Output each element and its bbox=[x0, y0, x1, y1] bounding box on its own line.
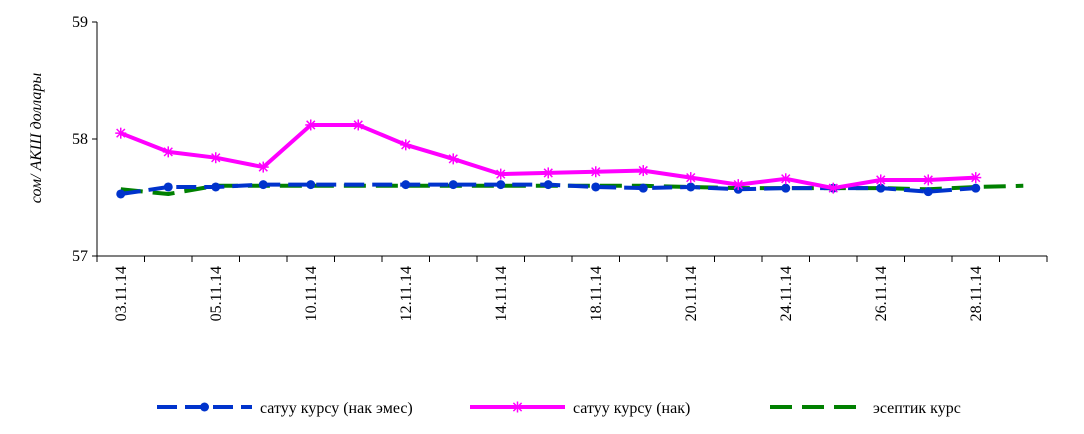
data-point bbox=[543, 180, 553, 190]
data-point bbox=[971, 183, 981, 193]
data-point bbox=[447, 153, 459, 165]
data-point bbox=[495, 168, 507, 180]
data-point bbox=[685, 172, 697, 184]
x-tick-label: 20.11.14 bbox=[683, 266, 700, 321]
data-point bbox=[732, 179, 744, 191]
series-1 bbox=[115, 119, 982, 194]
data-point bbox=[210, 152, 222, 164]
data-point bbox=[637, 165, 649, 177]
data-point bbox=[781, 183, 791, 193]
data-point bbox=[306, 180, 316, 190]
x-tick-label: 18.11.14 bbox=[588, 266, 605, 321]
legend: сатуу курсу (нак эмес) сатуу курсу (нак) э… bbox=[157, 400, 961, 417]
legend-item-1: сатуу курсу (нак) bbox=[470, 400, 690, 417]
axes bbox=[96, 22, 1047, 257]
data-point bbox=[401, 180, 411, 190]
data-point bbox=[115, 127, 127, 139]
data-point bbox=[590, 166, 602, 178]
data-point bbox=[970, 172, 982, 184]
x-tick-label: 24.11.14 bbox=[778, 266, 795, 321]
legend-item-2: эсептик курс bbox=[770, 400, 961, 417]
data-point bbox=[780, 173, 792, 185]
data-point bbox=[448, 180, 458, 190]
x-tick-label: 26.11.14 bbox=[873, 266, 890, 321]
data-point bbox=[352, 119, 364, 131]
x-tick-label: 03.11.14 bbox=[113, 266, 130, 321]
series-line bbox=[120, 182, 976, 196]
legend-marker bbox=[512, 401, 523, 413]
data-point bbox=[686, 182, 696, 192]
x-tick-label: 05.11.14 bbox=[208, 266, 225, 321]
data-point bbox=[400, 139, 412, 151]
legend-marker bbox=[200, 402, 209, 412]
x-tick-label: 14.11.14 bbox=[493, 266, 510, 321]
series-group bbox=[115, 119, 1024, 199]
data-point bbox=[305, 119, 317, 131]
data-point bbox=[827, 182, 839, 194]
y-tick-label: 59 bbox=[72, 14, 88, 31]
data-point bbox=[258, 180, 268, 190]
data-point bbox=[496, 180, 506, 190]
data-point bbox=[638, 183, 648, 193]
x-tick-label: 28.11.14 bbox=[968, 266, 985, 321]
y-ticks: 57 58 59 bbox=[72, 14, 97, 265]
x-tick-label: 10.11.14 bbox=[303, 266, 320, 321]
legend-label: эсептик курс bbox=[873, 400, 961, 417]
legend-item-0: сатуу курсу (нак эмес) bbox=[157, 400, 413, 417]
legend-label: сатуу курсу (нак) bbox=[573, 400, 690, 417]
data-point bbox=[211, 182, 221, 192]
y-tick-label: 58 bbox=[72, 131, 88, 148]
data-point bbox=[923, 187, 933, 197]
series-line bbox=[120, 123, 976, 191]
data-point bbox=[162, 146, 174, 158]
data-point bbox=[876, 183, 886, 193]
x-ticks: 03.11.14 05.11.14 10.11.14 12.11.14 14.11.14… bbox=[96, 256, 1048, 321]
data-point bbox=[542, 167, 554, 179]
data-point bbox=[116, 189, 126, 199]
y-tick-label: 57 bbox=[72, 248, 88, 265]
series-0 bbox=[116, 180, 981, 199]
data-point bbox=[257, 161, 269, 173]
legend-label: сатуу курсу (нак эмес) bbox=[260, 400, 413, 417]
data-point bbox=[875, 174, 887, 186]
x-tick-label: 12.11.14 bbox=[398, 266, 415, 321]
data-point bbox=[591, 182, 601, 192]
y-axis-label: сом/ АКШ доллары bbox=[28, 73, 45, 204]
data-point bbox=[163, 182, 173, 192]
data-point bbox=[922, 174, 934, 186]
